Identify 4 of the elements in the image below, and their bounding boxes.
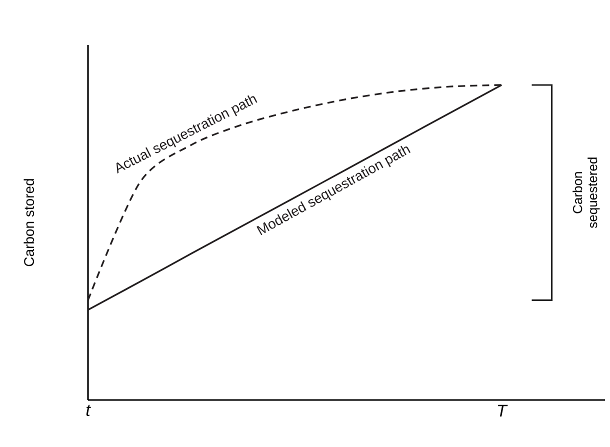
annotation: Carbon sequestered — [572, 158, 600, 228]
x-tick-label: t — [86, 404, 91, 416]
y-axis-title: Carbon stored — [24, 179, 34, 266]
x-tick-label: T — [498, 404, 508, 417]
